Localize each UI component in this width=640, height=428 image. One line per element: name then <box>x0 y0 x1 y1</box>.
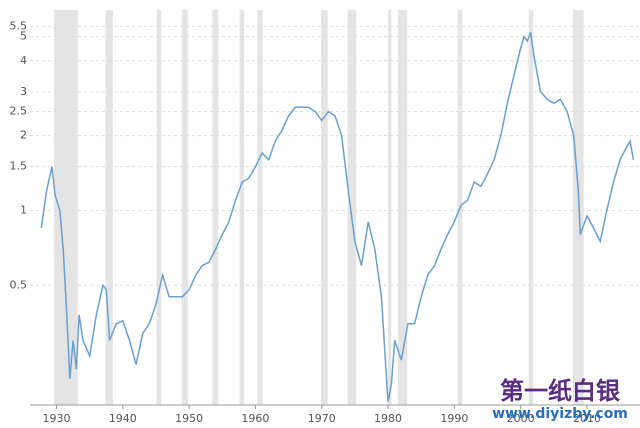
shaded-period <box>212 10 219 405</box>
shaded-period <box>257 10 263 405</box>
watermark-url: www.diyizby.com <box>492 406 628 422</box>
y-tick-label: 4 <box>20 54 27 67</box>
x-tick-label: 2010 <box>573 412 601 425</box>
shaded-period <box>321 10 328 405</box>
shaded-period <box>53 10 78 405</box>
x-tick-label: 1960 <box>241 412 269 425</box>
x-tick-label: 1950 <box>175 412 203 425</box>
shaded-period <box>347 10 357 405</box>
x-tick-label: 1930 <box>43 412 71 425</box>
shaded-period <box>105 10 113 405</box>
y-tick-label: 2.5 <box>10 105 28 118</box>
shaded-period <box>397 10 408 405</box>
x-tick-label: 1980 <box>374 412 402 425</box>
y-tick-label: 3 <box>20 85 27 98</box>
watermark-title: 第一纸白银 <box>500 377 621 405</box>
y-tick-label: 0.5 <box>10 278 28 291</box>
x-tick-label: 1940 <box>109 412 137 425</box>
shaded-period <box>528 10 534 405</box>
y-tick-label: 5.5 <box>10 19 28 32</box>
shaded-period <box>239 10 245 405</box>
shaded-period <box>181 10 188 405</box>
y-tick-label: 1 <box>20 203 27 216</box>
x-tick-label: 1970 <box>308 412 336 425</box>
line-series <box>40 32 635 402</box>
y-tick-label: 2 <box>20 129 27 142</box>
y-tick-label: 5 <box>20 30 27 43</box>
x-tick-label: 2000 <box>507 412 535 425</box>
x-tick-label: 1990 <box>440 412 468 425</box>
y-tick-label: 1.5 <box>10 160 28 173</box>
shaded-period <box>388 10 392 405</box>
shaded-period <box>156 10 162 405</box>
